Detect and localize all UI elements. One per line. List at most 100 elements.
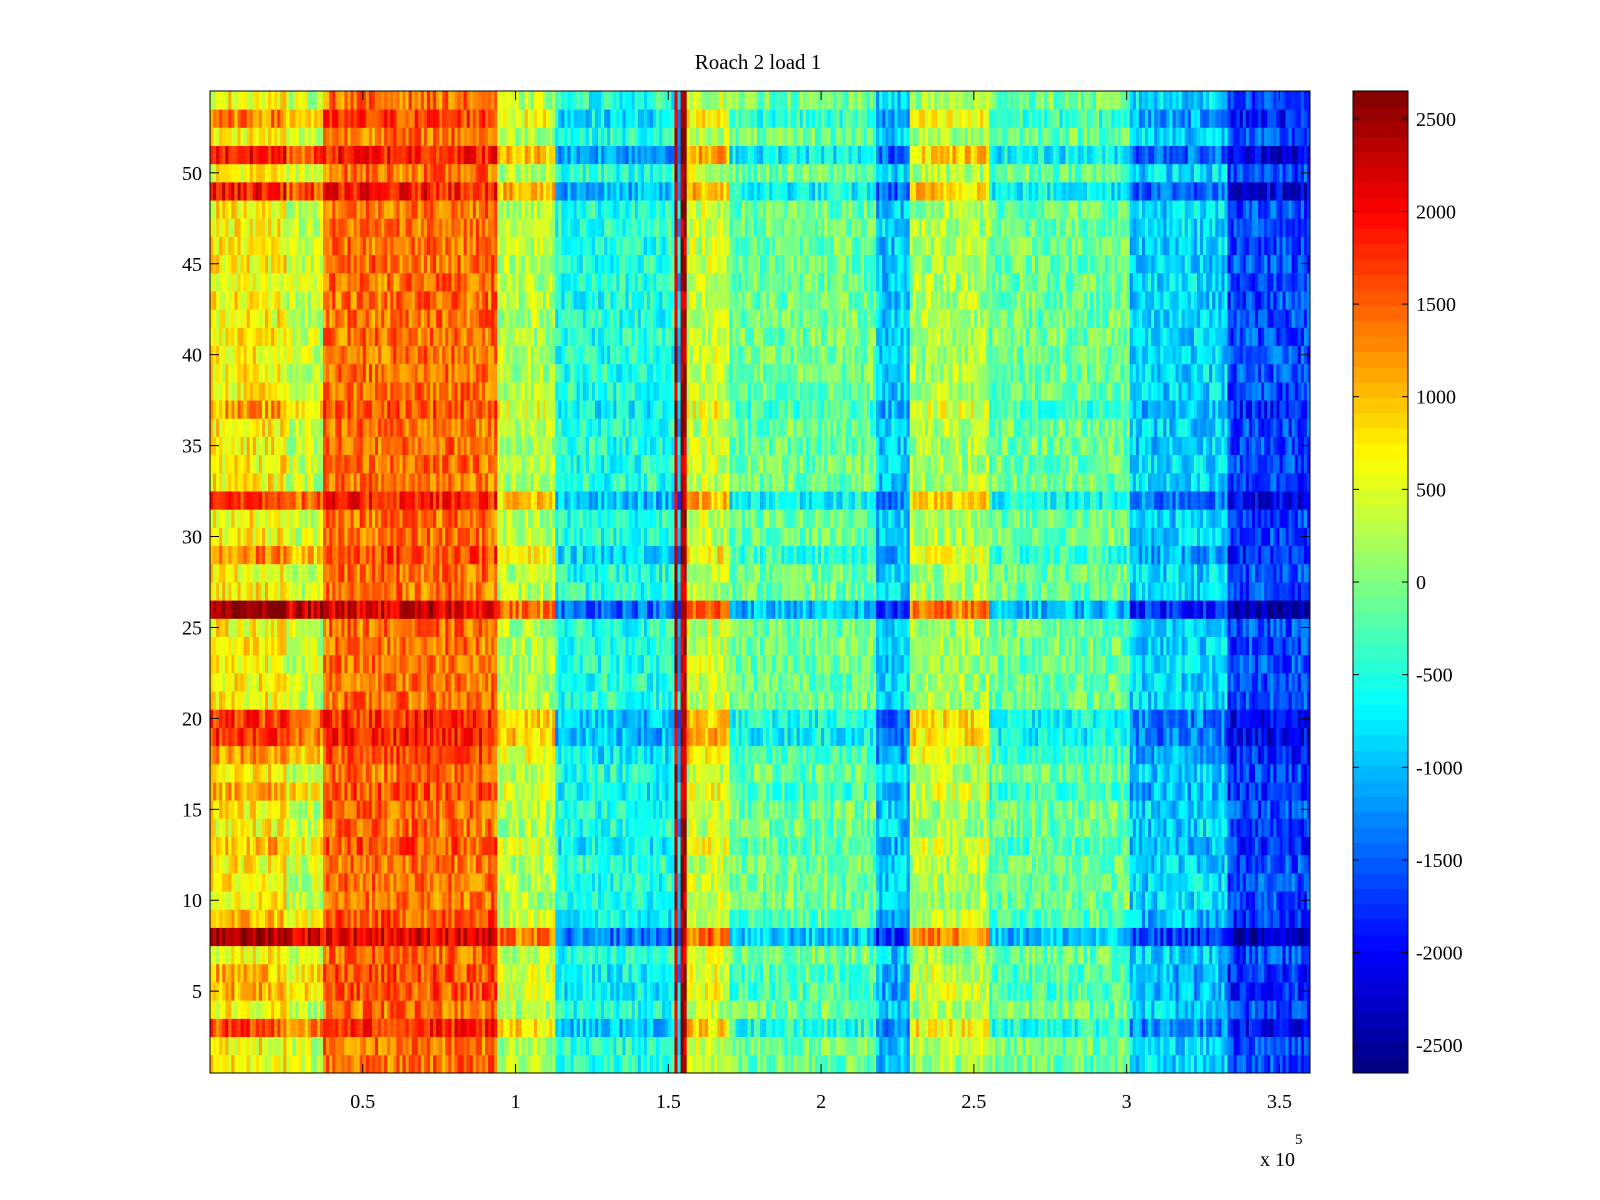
- heatmap-cell: [1050, 818, 1054, 837]
- heatmap-cell: [295, 927, 300, 947]
- heatmap-cell: [1138, 945, 1143, 965]
- heatmap-cell: [1206, 982, 1210, 1001]
- heatmap-cell: [1093, 1018, 1097, 1038]
- heatmap-cell: [1276, 1000, 1280, 1019]
- heatmap-cell: [570, 1036, 575, 1056]
- heatmap-cell: [469, 1036, 474, 1056]
- heatmap-cell: [1126, 1054, 1131, 1074]
- heatmap-cell: [1184, 891, 1189, 910]
- heatmap-cell: [1022, 836, 1027, 856]
- heatmap-cell: [717, 872, 721, 892]
- heatmap-cell: [818, 963, 822, 983]
- heatmap-cell: [1062, 909, 1066, 928]
- heatmap-cell: [1184, 1018, 1189, 1038]
- heatmap-cell: [1187, 909, 1192, 928]
- heatmap-cell: [384, 945, 388, 965]
- heatmap-cell: [1047, 927, 1051, 947]
- heatmap-cell: [882, 909, 886, 928]
- heatmap-cell: [475, 872, 480, 892]
- heatmap-cell: [1193, 1000, 1198, 1019]
- heatmap-cell: [1056, 927, 1060, 947]
- heatmap-cell: [1285, 927, 1290, 947]
- heatmap-cell: [475, 945, 480, 965]
- heatmap-cell: [650, 891, 654, 910]
- heatmap-cell: [940, 836, 944, 856]
- heatmap-cell: [634, 982, 639, 1001]
- heatmap-cell: [463, 963, 468, 983]
- heatmap-cell: [1248, 963, 1253, 983]
- heatmap-cell: [1239, 1054, 1244, 1074]
- heatmap-cell: [509, 927, 513, 947]
- heatmap-cell: [451, 1000, 455, 1019]
- heatmap-cell: [976, 945, 981, 965]
- heatmap-cell: [1126, 1018, 1131, 1038]
- heatmap-cell: [756, 818, 761, 837]
- heatmap-cell: [937, 963, 941, 983]
- heatmap-cell: [1108, 963, 1112, 983]
- heatmap-cell: [723, 818, 727, 837]
- heatmap-cell: [411, 1036, 416, 1056]
- heatmap-cell: [695, 818, 700, 837]
- heatmap-cell: [1114, 1018, 1118, 1038]
- heatmap-cell: [998, 818, 1002, 837]
- heatmap-cell: [1288, 1018, 1293, 1038]
- heatmap-cell: [1303, 1054, 1308, 1074]
- heatmap-cell: [1221, 1036, 1225, 1056]
- heatmap-cell: [729, 891, 733, 910]
- heatmap-cell: [362, 854, 367, 874]
- heatmap-cell: [1044, 927, 1048, 947]
- heatmap-cell: [1151, 891, 1155, 910]
- heatmap-cell: [350, 963, 355, 983]
- heatmap-cell: [701, 891, 706, 910]
- heatmap-cell: [775, 909, 779, 928]
- heatmap-cell: [246, 945, 251, 965]
- heatmap-cell: [378, 982, 382, 1001]
- heatmap-cell: [1169, 872, 1173, 892]
- heatmap-cell: [323, 909, 327, 928]
- heatmap-cell: [1047, 818, 1051, 837]
- heatmap-cell: [225, 927, 229, 947]
- heatmap-cell: [1221, 836, 1225, 856]
- heatmap-cell: [1053, 1036, 1057, 1056]
- heatmap-cell: [1154, 963, 1158, 983]
- heatmap-cell: [558, 1018, 562, 1038]
- heatmap-cell: [231, 909, 235, 928]
- heatmap-cell: [946, 927, 950, 947]
- heatmap-cell: [472, 872, 477, 892]
- heatmap-cell: [396, 818, 400, 837]
- heatmap-cell: [341, 836, 345, 856]
- heatmap-cell: [265, 909, 269, 928]
- heatmap-cell: [1022, 854, 1027, 874]
- heatmap-cell: [521, 1036, 526, 1056]
- heatmap-cell: [659, 1018, 663, 1038]
- heatmap-cell: [1218, 945, 1222, 965]
- heatmap-cell: [677, 1000, 681, 1019]
- heatmap-cell: [252, 1018, 257, 1038]
- heatmap-cell: [497, 1000, 501, 1019]
- heatmap-cell: [1001, 1000, 1005, 1019]
- heatmap-cell: [928, 818, 932, 837]
- heatmap-cell: [289, 836, 293, 856]
- heatmap-cell: [1187, 982, 1192, 1001]
- heatmap-cell: [732, 982, 736, 1001]
- heatmap-cell: [527, 909, 532, 928]
- heatmap-cell: [414, 963, 419, 983]
- heatmap-cell: [698, 891, 703, 910]
- heatmap-cell: [1200, 1036, 1204, 1056]
- heatmap-cell: [1145, 1036, 1149, 1056]
- heatmap-cell: [1148, 945, 1152, 965]
- heatmap-cell: [983, 927, 987, 947]
- heatmap-cell: [668, 927, 672, 947]
- heatmap-cell: [1047, 1036, 1051, 1056]
- heatmap-cell: [1038, 945, 1042, 965]
- heatmap-cell: [876, 963, 880, 983]
- heatmap-cell: [769, 1036, 773, 1056]
- heatmap-cell: [1141, 982, 1146, 1001]
- heatmap-cell: [1123, 982, 1128, 1001]
- heatmap-cell: [714, 1036, 718, 1056]
- heatmap-cell: [1114, 854, 1118, 874]
- heatmap-cell: [399, 982, 403, 1001]
- heatmap-cell: [1245, 872, 1250, 892]
- heatmap-cell: [1010, 836, 1015, 856]
- heatmap-cell: [292, 872, 296, 892]
